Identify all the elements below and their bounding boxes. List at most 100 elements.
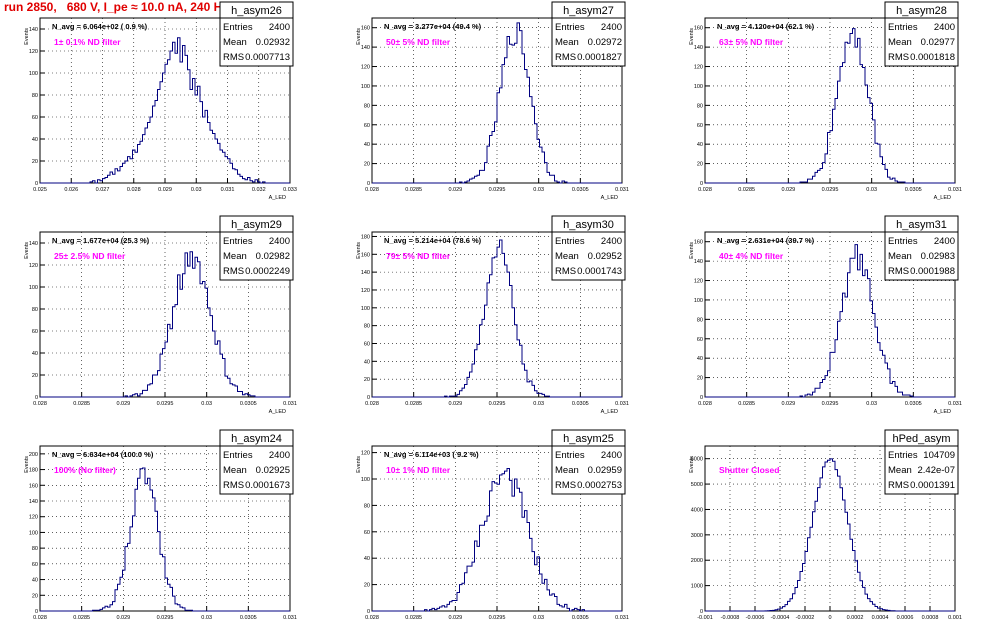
y-tick-label: 100 xyxy=(29,530,38,536)
stats-box xyxy=(219,215,294,281)
y-tick-label: 100 xyxy=(29,71,38,77)
x-tick-label: 0.0285 xyxy=(405,187,422,193)
histogram-line xyxy=(372,467,622,612)
stats-box xyxy=(884,429,959,495)
stat-key: Entries xyxy=(555,22,585,33)
stats-box xyxy=(551,1,626,67)
navg-label: N_avg = 3.277e+04 (49.4 %) xyxy=(384,22,482,31)
x-tick-label: -0.0004 xyxy=(771,615,790,621)
y-tick-label: 140 xyxy=(694,45,703,51)
x-tick-label: 0.03 xyxy=(533,615,544,621)
stat-key: RMS xyxy=(888,480,909,491)
stat-value: 0.0002249 xyxy=(245,266,290,277)
x-tick-label: 0.0305 xyxy=(905,187,922,193)
navg-label: N_avg = 5.214e+04 (78.6 %) xyxy=(384,236,482,245)
x-tick-label: 0.03 xyxy=(533,401,544,407)
stat-value: 0.0001391 xyxy=(910,480,955,491)
y-tick-label: 20 xyxy=(364,162,370,168)
stat-key: Mean xyxy=(888,37,912,48)
stat-value: 0.02932 xyxy=(256,37,290,48)
x-tick-label: 0.0004 xyxy=(872,615,889,621)
y-tick-label: 60 xyxy=(697,123,703,129)
y-axis-label: Events xyxy=(689,242,695,259)
histogram-name: h_asym27 xyxy=(563,5,614,17)
x-tick-label: 0.026 xyxy=(64,187,78,193)
histogram-panel-h_asym27: 0.028 0.0285 0.029 0.0295 0.03 0.0305 0.031 0 20… xyxy=(356,1,629,201)
x-tick-label: 0.001 xyxy=(948,615,962,621)
y-tick-label: 0 xyxy=(35,609,38,615)
y-tick-label: 140 xyxy=(361,45,370,51)
y-tick-label: 20 xyxy=(697,162,703,168)
y-tick-label: 0 xyxy=(367,181,370,187)
x-tick-label: 0.0002 xyxy=(847,615,864,621)
y-tick-label: 140 xyxy=(29,27,38,33)
y-tick-label: 0 xyxy=(700,395,703,401)
x-tick-label: 0.029 xyxy=(781,401,795,407)
x-tick-label: 0.031 xyxy=(948,401,962,407)
stat-key: Entries xyxy=(888,236,918,247)
x-tick-label: -0.001 xyxy=(697,615,713,621)
x-axis-label: A_LED xyxy=(934,195,951,201)
y-tick-label: 0 xyxy=(700,181,703,187)
stat-key: Mean xyxy=(223,465,247,476)
x-tick-label: 0.029 xyxy=(158,187,172,193)
navg-label: N_avg = 1.677e+04 (25.3 %) xyxy=(52,236,150,245)
stat-key: Mean xyxy=(555,465,579,476)
x-tick-label: 0.027 xyxy=(96,187,110,193)
stat-value: 2.42e-07 xyxy=(917,465,955,476)
stat-value: 2400 xyxy=(934,22,955,33)
y-tick-label: 140 xyxy=(361,270,370,276)
y-tick-label: 60 xyxy=(32,329,38,335)
y-tick-label: 120 xyxy=(694,279,703,285)
y-tick-label: 80 xyxy=(697,317,703,323)
y-tick-label: 60 xyxy=(364,123,370,129)
y-tick-label: 20 xyxy=(364,377,370,383)
histogram-panel-h_asym25: 0.028 0.0285 0.029 0.0295 0.03 0.0305 0.031 0 20… xyxy=(356,429,629,621)
y-axis-label: Events xyxy=(356,242,362,259)
y-axis-label: Events xyxy=(689,28,695,45)
y-tick-label: 80 xyxy=(364,503,370,509)
x-tick-label: 0.031 xyxy=(615,187,629,193)
x-tick-label: 0.0285 xyxy=(738,401,755,407)
stat-key: Mean xyxy=(888,251,912,262)
x-tick-label: 0.028 xyxy=(365,187,379,193)
filter-annotation: 40± 4% ND filter xyxy=(719,251,784,261)
y-tick-label: 6000 xyxy=(691,457,703,463)
x-tick-label: 0.03 xyxy=(866,401,877,407)
filter-annotation: 1± 0.1% ND filter xyxy=(54,37,121,47)
x-tick-label: 0.028 xyxy=(698,401,712,407)
y-tick-label: 20 xyxy=(697,376,703,382)
y-tick-label: 160 xyxy=(361,26,370,32)
y-tick-label: 4000 xyxy=(691,507,703,513)
histogram-line xyxy=(705,458,955,612)
x-tick-label: 0.033 xyxy=(283,187,297,193)
y-tick-label: 160 xyxy=(29,483,38,489)
stat-value: 0.0002753 xyxy=(577,480,622,491)
stat-key: RMS xyxy=(555,266,576,277)
y-tick-label: 60 xyxy=(364,530,370,536)
x-tick-label: 0.0295 xyxy=(489,615,506,621)
stat-value: 0.0001818 xyxy=(910,52,955,63)
y-tick-label: 100 xyxy=(361,84,370,90)
y-tick-label: 180 xyxy=(361,234,370,240)
stat-value: 2400 xyxy=(269,22,290,33)
y-tick-label: 120 xyxy=(29,263,38,269)
y-tick-label: 120 xyxy=(694,65,703,71)
x-tick-label: 0.029 xyxy=(448,187,462,193)
stat-key: Mean xyxy=(223,251,247,262)
stat-value: 0.0001988 xyxy=(910,266,955,277)
y-tick-label: 160 xyxy=(694,26,703,32)
stats-box xyxy=(219,429,294,495)
stat-value: 0.02959 xyxy=(588,465,622,476)
x-tick-label: 0.029 xyxy=(448,401,462,407)
histogram-line xyxy=(705,244,955,398)
x-tick-label: 0.03 xyxy=(533,187,544,193)
x-tick-label: 0.0295 xyxy=(822,401,839,407)
y-tick-label: 80 xyxy=(364,324,370,330)
histogram-line xyxy=(705,28,955,184)
histogram-name: h_asym29 xyxy=(231,219,282,231)
stats-box xyxy=(551,215,626,281)
y-tick-label: 0 xyxy=(35,395,38,401)
y-tick-label: 80 xyxy=(697,103,703,109)
